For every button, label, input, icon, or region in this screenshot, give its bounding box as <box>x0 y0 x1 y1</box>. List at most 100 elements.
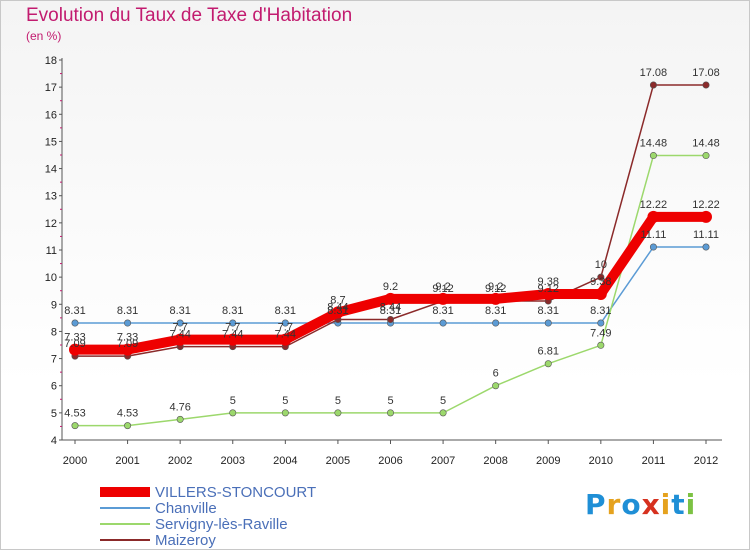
y-tick-label: 14 <box>45 164 57 176</box>
data-label: 7.44 <box>169 329 190 341</box>
data-point <box>174 333 187 346</box>
data-point <box>439 319 447 327</box>
y-tick-label: 9 <box>51 299 57 311</box>
data-label: 8.31 <box>380 305 401 317</box>
data-labels-2: 8.31 8.31 8.31 8.31 8.31 8.31 8.31 8.31 8.31 8.31… <box>64 229 719 317</box>
x-tick-label: 2002 <box>168 455 192 467</box>
x-tick-label: 2007 <box>431 455 455 467</box>
y-tick-label: 7 <box>51 354 57 366</box>
data-label: 12.22 <box>692 199 720 211</box>
data-label: 8.31 <box>327 305 348 317</box>
data-point <box>492 382 500 390</box>
y-tick-label: 11 <box>46 245 57 257</box>
data-label: 7.49 <box>590 327 611 339</box>
x-tick-label: 2012 <box>694 455 718 467</box>
data-point <box>647 210 660 223</box>
data-label: 5 <box>335 395 341 407</box>
data-label: 14.48 <box>692 138 720 150</box>
data-label: 12.22 <box>640 199 668 211</box>
series-villers-stoncourt <box>69 210 712 356</box>
data-point <box>649 243 657 251</box>
data-point <box>334 409 342 417</box>
data-point <box>439 409 447 417</box>
data-label: 9.12 <box>432 283 453 295</box>
data-point <box>176 415 184 423</box>
data-label: 9.12 <box>485 283 506 295</box>
data-labels-1: 7.33 7.33 7.7 7.7 7.7 8.7 9.2 9.2 9.2 9.38 9.38 12.… <box>64 199 719 344</box>
data-label: 17.08 <box>692 67 720 79</box>
x-tick-label: 2004 <box>273 455 297 467</box>
data-label: 11.11 <box>693 229 719 241</box>
y-tick-label: 10 <box>45 272 57 284</box>
data-point <box>124 422 132 430</box>
x-tick-label: 2000 <box>63 455 87 467</box>
data-label: 4.76 <box>169 401 190 413</box>
x-tick-label: 2006 <box>378 455 402 467</box>
data-point <box>594 287 607 300</box>
data-label: 10 <box>595 259 607 271</box>
data-point <box>281 409 289 417</box>
data-point <box>281 319 289 327</box>
series-servigny-l-s-raville <box>71 152 710 430</box>
data-point <box>386 409 394 417</box>
data-label: 8.44 <box>327 301 348 313</box>
data-label: 9.2 <box>383 281 398 293</box>
data-label: 8.31 <box>275 305 296 317</box>
data-label: 11.11 <box>640 229 666 241</box>
data-point <box>702 243 710 251</box>
data-point <box>597 319 605 327</box>
y-tick-label: 12 <box>45 218 57 230</box>
data-point <box>176 319 184 327</box>
x-tick-label: 2010 <box>589 455 613 467</box>
y-tick-label: 5 <box>51 408 57 420</box>
y-tick-label: 15 <box>45 136 57 148</box>
logo-letter: i <box>660 488 672 521</box>
data-label: 7.09 <box>64 338 85 350</box>
data-point <box>384 292 397 305</box>
logo-letter: r <box>606 488 622 521</box>
y-tick-label: 8 <box>51 326 57 338</box>
data-label: 8.7 <box>330 294 345 306</box>
x-tick-label: 2009 <box>536 455 560 467</box>
data-point <box>702 152 710 160</box>
data-point <box>437 292 450 305</box>
legend-label: Chanville <box>155 500 217 517</box>
legend-label: Maizeroy <box>155 532 216 549</box>
data-point <box>121 343 134 356</box>
data-label: 17.08 <box>640 67 668 79</box>
data-label: 5 <box>230 395 236 407</box>
y-tick-label: 4 <box>51 435 57 447</box>
data-point <box>229 319 237 327</box>
data-label: 4.53 <box>64 408 85 420</box>
data-point <box>386 315 394 323</box>
chart-title: Evolution du Taux de Taxe d'Habitation <box>26 5 353 26</box>
y-tick-label: 17 <box>45 82 57 94</box>
data-label: 7.7 <box>173 322 188 334</box>
data-label: 8.31 <box>538 305 559 317</box>
x-tick-label: 2011 <box>642 455 666 467</box>
data-point <box>69 343 81 356</box>
data-label: 4.53 <box>117 408 138 420</box>
x-tick-label: 2005 <box>326 455 350 467</box>
chart-subtitle: (en %) <box>26 29 62 43</box>
data-labels-4: 7.09 7.09 7.44 7.44 7.44 8.44 8.44 9.12 9.12 9.12… <box>64 67 719 350</box>
legend: VILLERS-STONCOURTChanvilleServigny-lès-R… <box>100 484 316 549</box>
data-label: 8.31 <box>169 305 190 317</box>
data-point <box>71 319 79 327</box>
data-label: 9.38 <box>590 276 611 288</box>
data-label: 9.12 <box>538 283 559 295</box>
x-tick-label: 2003 <box>221 455 245 467</box>
data-point <box>597 273 605 281</box>
series-maizeroy <box>71 81 710 360</box>
data-label: 8.31 <box>64 305 85 317</box>
data-point <box>702 81 710 89</box>
data-label: 7.33 <box>64 332 85 344</box>
legend-label: VILLERS-STONCOURT <box>155 484 316 501</box>
data-label: 8.31 <box>222 305 243 317</box>
y-tick-label: 18 <box>45 55 57 67</box>
data-label: 7.33 <box>117 332 138 344</box>
logo-letter: o <box>621 488 642 521</box>
data-label: 5 <box>440 395 446 407</box>
data-label: 5 <box>282 395 288 407</box>
